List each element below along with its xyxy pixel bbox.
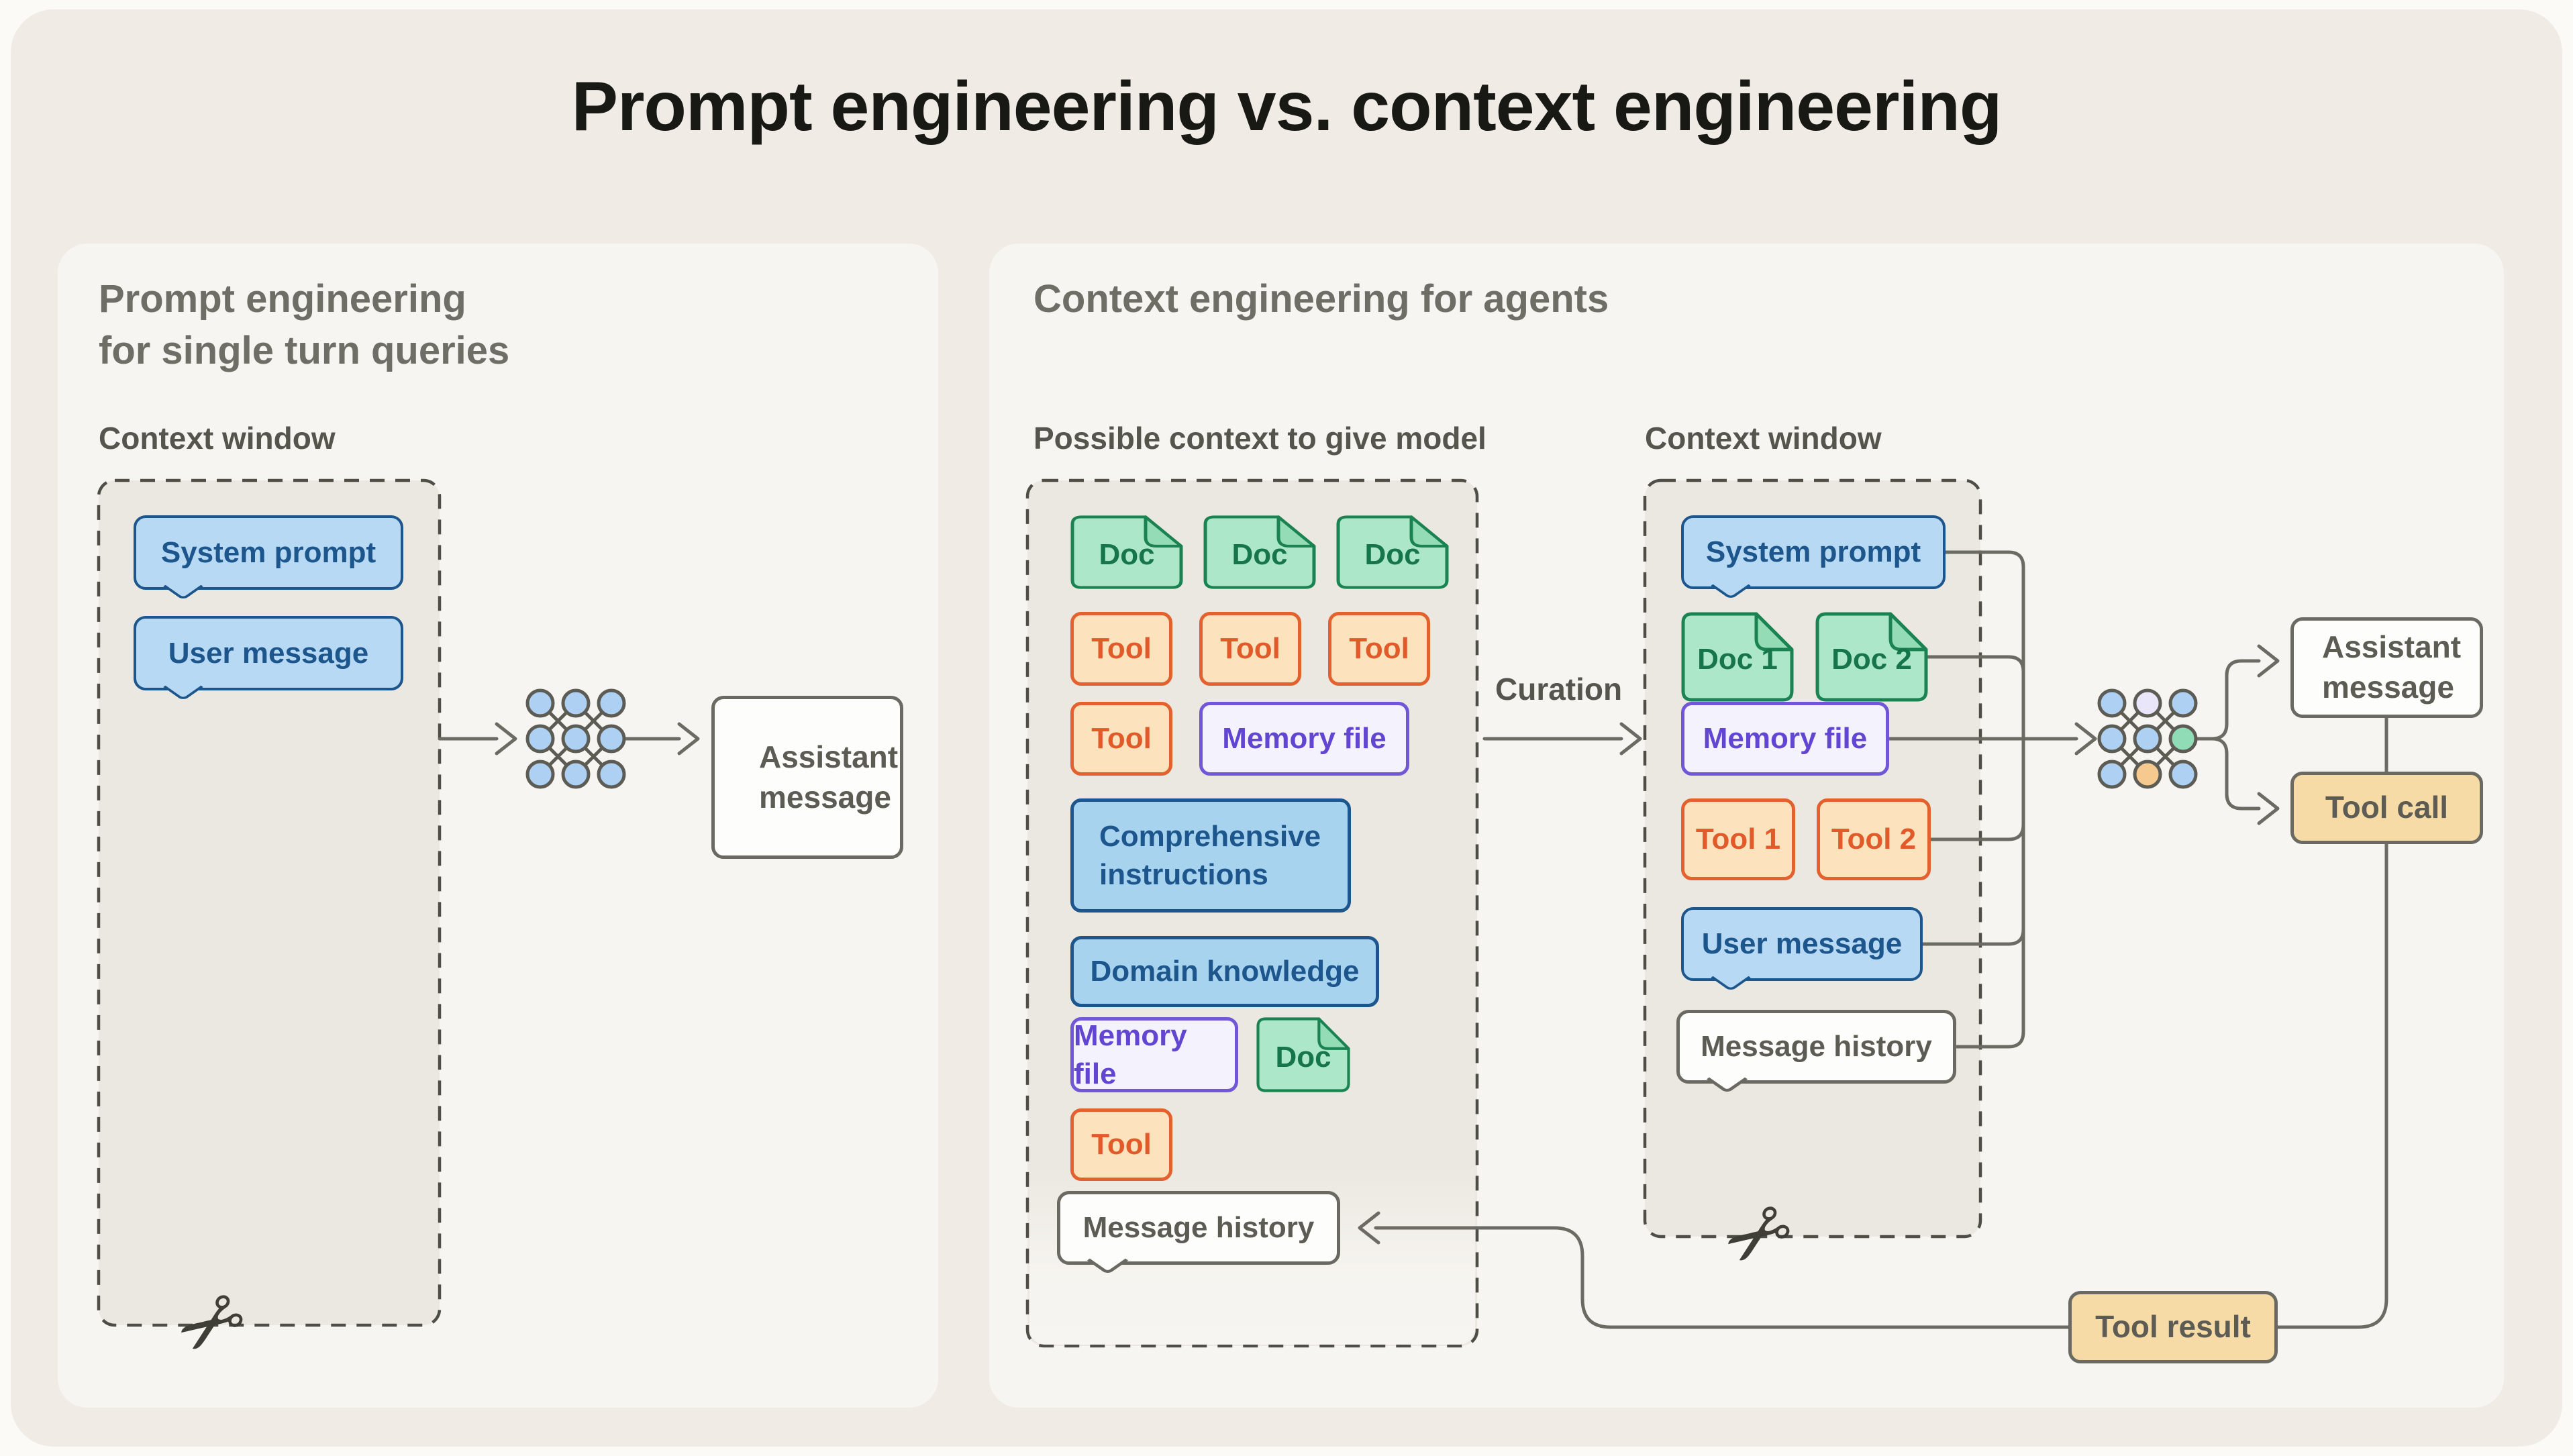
assistant-message-box-right: Assistant message — [2290, 617, 2483, 718]
left-panel-heading: Prompt engineering for single turn queri… — [99, 277, 510, 372]
doc-item: Doc — [1336, 515, 1449, 589]
left-input-arrowhead — [495, 722, 517, 756]
tool-label: Tool — [1091, 1128, 1152, 1161]
tool-label: Tool — [1091, 632, 1152, 666]
doc-shape-icon — [1256, 1017, 1350, 1092]
comprehensive-instructions-label: Comprehensive instructions — [1099, 819, 1321, 891]
tool-result-label: Tool result — [2095, 1309, 2251, 1345]
memory-file-label: Memory file — [1222, 722, 1386, 756]
toolcall-branch-arrowhead — [2257, 792, 2280, 825]
message-history-label: Message history — [1082, 1211, 1315, 1245]
message-history-bubble: Message history — [1057, 1191, 1340, 1276]
system-prompt-connector — [1944, 550, 2025, 741]
tool-result-feedback-line — [1374, 842, 2388, 1329]
assistant-message-box-left: Assistant message — [711, 696, 903, 859]
tool-label: Tool — [1091, 722, 1152, 756]
curation-arrowhead — [1619, 722, 1642, 756]
tool-label: Tool 1 — [1695, 823, 1781, 856]
doc-shape-icon — [1336, 515, 1449, 589]
doc-1-item: Doc 1 — [1681, 612, 1794, 702]
user-message-bubble: User message — [134, 616, 403, 701]
tool-item: Tool — [1328, 612, 1430, 686]
right-panel-heading: Context engineering for agents — [1033, 277, 1609, 321]
memory-file-item: Memory file — [1070, 1017, 1238, 1092]
tool-label: Tool — [1349, 632, 1409, 666]
doc-shape-icon — [1070, 515, 1183, 589]
left-output-arrowhead — [677, 722, 700, 756]
memory-file-item-right: Memory file — [1681, 702, 1889, 776]
tool-label: Tool — [1220, 632, 1280, 666]
tool-call-box: Tool call — [2290, 772, 2483, 844]
memory-file-label: Memory file — [1074, 1019, 1187, 1090]
memory-file-label: Memory file — [1703, 722, 1868, 756]
assistant-branch-arrowhead — [2257, 644, 2280, 678]
doc-item: Doc — [1203, 515, 1316, 589]
comprehensive-instructions-item: Comprehensive instructions — [1070, 798, 1351, 913]
message-history-label: Message history — [1701, 1030, 1932, 1063]
tool-2-item: Tool 2 — [1817, 798, 1931, 880]
user-message-label: User message — [168, 636, 369, 670]
memory-file-item: Memory file — [1199, 702, 1409, 776]
domain-knowledge-item: Domain knowledge — [1070, 936, 1379, 1007]
message-history-connector — [1954, 737, 2025, 1049]
tool-label: Tool 2 — [1831, 823, 1917, 856]
assistant-message-label: Assistant message — [759, 739, 899, 815]
tool-item: Tool — [1070, 1108, 1172, 1181]
doc-label: Doc 1 — [1697, 643, 1778, 676]
user-message-label: User message — [1701, 927, 1903, 961]
tool-item: Tool — [1070, 702, 1172, 776]
doc2-connector — [1926, 655, 2025, 741]
left-context-window-label: Context window — [99, 421, 336, 456]
system-prompt-bubble-right: System prompt — [1681, 515, 1946, 600]
tool-1-item: Tool 1 — [1681, 798, 1795, 880]
doc-label: Doc — [1099, 538, 1155, 571]
doc-label: Doc — [1275, 1041, 1331, 1074]
toolcall-branch — [2194, 737, 2261, 811]
tool-item: Tool — [1199, 612, 1301, 686]
doc-2-item: Doc 2 — [1815, 612, 1928, 702]
page-title: Prompt engineering vs. context engineeri… — [571, 68, 2003, 146]
assistant-message-label: Assistant message — [2322, 629, 2462, 705]
message-history-bubble-right: Message history — [1676, 1010, 1956, 1094]
doc-label: Doc — [1231, 538, 1288, 571]
tool-result-box: Tool result — [2068, 1291, 2278, 1363]
doc-label: Doc 2 — [1831, 643, 1912, 676]
tool-call-label: Tool call — [2325, 790, 2449, 825]
doc-shape-icon — [1815, 612, 1928, 702]
model-network-icon-right — [2097, 688, 2198, 789]
doc-shape-icon — [1203, 515, 1316, 589]
doc-shape-icon — [1681, 612, 1794, 702]
model-network-icon-left — [525, 688, 626, 789]
doc-item: Doc — [1070, 515, 1183, 589]
model-input-arrowhead — [2074, 722, 2097, 756]
doc-label: Doc — [1364, 538, 1421, 571]
domain-knowledge-label: Domain knowledge — [1090, 955, 1360, 988]
feedback-arrowhead — [1358, 1211, 1380, 1245]
user-message-bubble-right: User message — [1681, 907, 1923, 992]
curation-label: Curation — [1495, 672, 1623, 707]
system-prompt-label: System prompt — [1705, 535, 1921, 569]
doc-item: Doc — [1256, 1017, 1350, 1092]
system-prompt-label: System prompt — [160, 535, 376, 569]
possible-context-label: Possible context to give model — [1033, 421, 1486, 456]
system-prompt-bubble: System prompt — [134, 515, 403, 601]
right-context-window-label: Context window — [1645, 421, 1882, 456]
tool-item: Tool — [1070, 612, 1172, 686]
